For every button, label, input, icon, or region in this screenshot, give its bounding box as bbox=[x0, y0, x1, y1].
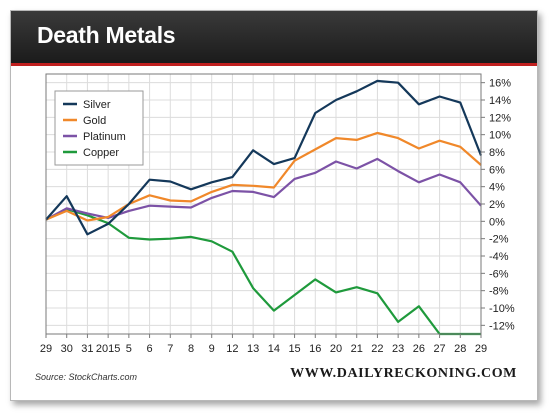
series-line-copper bbox=[45, 208, 481, 336]
site-credit: WWW.DAILYRECKONING.COM bbox=[290, 366, 517, 381]
y-tick-label: -10% bbox=[489, 303, 515, 315]
y-tick-label: 14% bbox=[489, 95, 511, 107]
x-tick-label: 16 bbox=[309, 343, 321, 355]
x-tick-label: 20 bbox=[330, 343, 342, 355]
chart-title: Death Metals bbox=[37, 22, 176, 48]
x-tick-label: 23 bbox=[392, 343, 404, 355]
y-tick-label: -6% bbox=[489, 268, 509, 280]
y-tick-label: -4% bbox=[489, 251, 509, 263]
x-tick-label: 9 bbox=[209, 343, 215, 355]
legend-label: Silver bbox=[83, 99, 111, 111]
x-tick-label: 21 bbox=[351, 343, 363, 355]
x-tick-label: 7 bbox=[167, 343, 173, 355]
y-tick-label: 0% bbox=[489, 216, 505, 228]
y-tick-label: 6% bbox=[489, 164, 505, 176]
x-tick-label: 26 bbox=[413, 343, 425, 355]
x-tick-labels: 29 30 31 2015 5 6 7 8 9 12 13 14 15 16 20 21 22 23 26 27 28 2… bbox=[40, 334, 487, 355]
title-banner: Death Metals bbox=[11, 11, 537, 66]
x-tick-label: 8 bbox=[188, 343, 194, 355]
x-tick-label: 2015 bbox=[96, 343, 120, 355]
y-tick-label: -2% bbox=[489, 234, 509, 246]
y-tick-label: -8% bbox=[489, 286, 509, 298]
x-tick-label: 14 bbox=[268, 343, 280, 355]
x-tick-label: 6 bbox=[147, 343, 153, 355]
x-tick-label: 5 bbox=[126, 343, 132, 355]
plot-frame bbox=[45, 73, 482, 335]
x-tick-label: 28 bbox=[454, 343, 466, 355]
y-tick-labels: -12% -10% -8% -6% -4% -2% 0% 2% 4% 6% 8% 10% 12% 14% 1… bbox=[481, 78, 515, 332]
x-tick-label: 27 bbox=[433, 343, 445, 355]
y-tick-label: 16% bbox=[489, 78, 511, 90]
legend-label: Copper bbox=[83, 147, 119, 159]
series-lines bbox=[45, 79, 483, 336]
y-tick-label: 2% bbox=[489, 199, 505, 211]
y-tick-label: -12% bbox=[489, 320, 515, 332]
line-chart: -12% -10% -8% -6% -4% -2% 0% 2% 4% 6% 8% 10% 12% 14% 1… bbox=[40, 73, 515, 355]
y-tick-label: 10% bbox=[489, 130, 511, 142]
chart-card: Death Metals -12% -10% -8% -6% -4% -2% 0% 2% 4% 6… bbox=[10, 10, 538, 401]
x-tick-label: 12 bbox=[226, 343, 238, 355]
x-tick-label: 22 bbox=[371, 343, 383, 355]
x-tick-label: 29 bbox=[40, 343, 52, 355]
source-note: Source: StockCharts.com bbox=[35, 372, 138, 382]
series-line-platinum bbox=[45, 157, 482, 221]
legend-label: Gold bbox=[83, 115, 106, 127]
x-tick-label: 29 bbox=[475, 343, 487, 355]
y-tick-label: 12% bbox=[489, 112, 511, 124]
series-line-gold bbox=[45, 131, 482, 222]
y-tick-label: 4% bbox=[489, 182, 505, 194]
legend: Silver Gold Platinum Copper bbox=[54, 90, 144, 166]
x-tick-label: 31 bbox=[81, 343, 93, 355]
x-tick-label: 30 bbox=[61, 343, 73, 355]
grid bbox=[45, 74, 482, 334]
x-tick-label: 15 bbox=[288, 343, 300, 355]
legend-label: Platinum bbox=[83, 131, 126, 143]
series-line-silver bbox=[45, 79, 483, 236]
x-tick-label: 13 bbox=[247, 343, 259, 355]
y-tick-label: 8% bbox=[489, 147, 505, 159]
